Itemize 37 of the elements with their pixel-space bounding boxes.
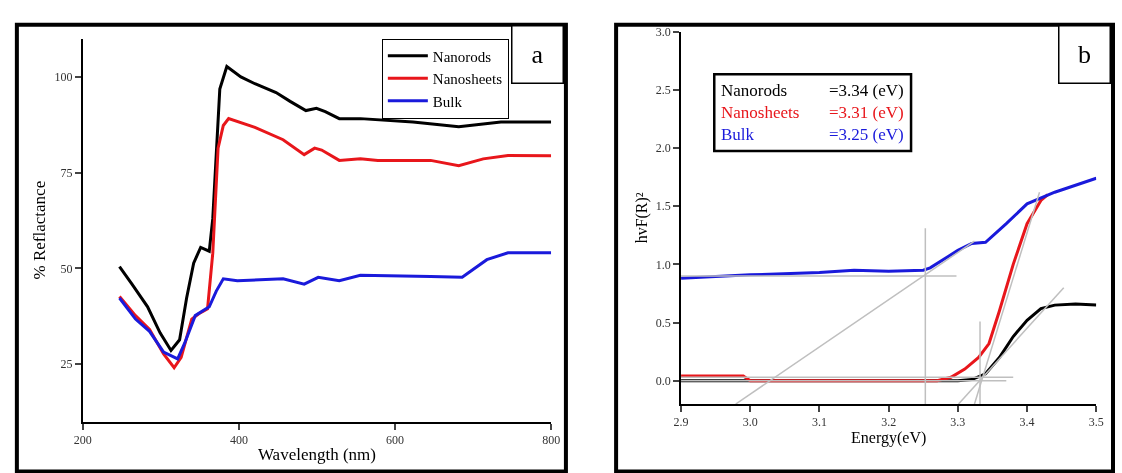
annotation: a [531,40,544,69]
annotation: b [1078,40,1091,69]
y-tick-label: 25 [60,357,73,372]
x-axis-title: Energy(eV) [851,429,927,448]
x-tick-label: 400 [229,433,248,448]
x-tick-label: 3.4 [1019,415,1035,430]
y-tick-label: 1.5 [655,199,671,214]
x-tick-label: 3.3 [950,415,966,430]
y-tick-label: 0.0 [655,373,671,388]
y-tick-label: 2.0 [655,141,671,156]
y-tick-label: 3.0 [655,24,671,39]
x-tick-label: 3.0 [742,415,758,430]
y-axis-title: % Reflactance [30,180,50,280]
y-tick-label: 1.0 [655,257,671,272]
annotation: =3.25 (eV) [829,125,904,144]
legend-label: Nanorods [432,48,492,65]
y-tick-label: 75 [60,165,73,180]
text: Nanorods [721,81,788,100]
x-tick-label: 3.2 [881,415,897,430]
legend-label: Nanosheets [432,71,503,88]
y-tick-label: 2.5 [655,83,671,98]
y-tick-label: 0.5 [655,315,671,330]
annotation: =3.31 (eV) [829,103,904,122]
x-tick-label: 3.1 [811,415,827,430]
y-tick-label: 50 [60,261,73,276]
x-tick-label: 800 [542,433,561,448]
legend-label: Bulk [432,93,463,110]
y-axis-title: hvF(R)² [633,192,652,244]
x-tick-label: 200 [73,433,92,448]
x-tick-label: 2.9 [673,415,689,430]
x-tick-label: 600 [386,433,405,448]
annotation: =3.34 (eV) [829,81,904,100]
y-tick-label: 100 [54,70,73,85]
x-tick-label: 3.5 [1088,415,1104,430]
text: Nanosheets [721,103,800,122]
text: Bulk [721,125,755,144]
x-axis-title: Wavelength (nm) [257,445,377,465]
